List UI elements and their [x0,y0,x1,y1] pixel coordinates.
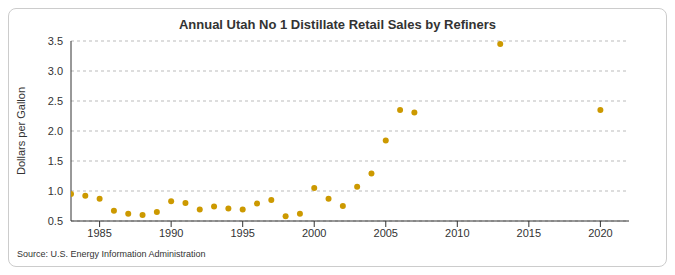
svg-text:3.5: 3.5 [48,35,63,47]
svg-text:Dollars per Gallon: Dollars per Gallon [15,87,27,175]
html-text:Source: U.S. Energy Informatio: Source: U.S. Energy Information Administ… [17,249,206,259]
svg-text:1985: 1985 [87,227,111,239]
svg-text:2.0: 2.0 [48,125,63,137]
svg-text:0.5: 0.5 [48,215,63,227]
svg-text:1.5: 1.5 [48,155,63,167]
svg-text:1990: 1990 [159,227,183,239]
svg-text:1.0: 1.0 [48,185,63,197]
svg-text:2010: 2010 [445,227,469,239]
svg-text:2.5: 2.5 [48,95,63,107]
svg-text:2015: 2015 [517,227,541,239]
svg-text:3.0: 3.0 [48,65,63,77]
svg-text:2020: 2020 [588,227,612,239]
svg-text:1995: 1995 [230,227,254,239]
svg-text:2005: 2005 [374,227,398,239]
svg-text:2000: 2000 [302,227,326,239]
html-text:Annual Utah No 1 Distillate Re: Annual Utah No 1 Distillate Retail Sales… [178,17,497,32]
